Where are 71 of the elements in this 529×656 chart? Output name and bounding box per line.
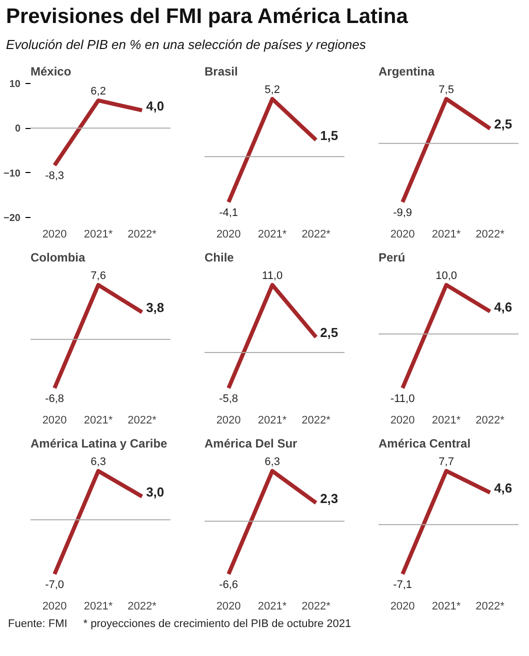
- data-label: -6,8: [45, 392, 64, 405]
- data-label: 7,6: [90, 270, 106, 282]
- x-tick-label: 2020: [390, 600, 415, 612]
- x-tick-label: 2020: [42, 414, 67, 426]
- text: Previsiones del FMI para América Latina: [6, 4, 408, 30]
- data-label: -11,0: [390, 392, 415, 405]
- x-tick-label: 2021*: [432, 228, 462, 240]
- data-label: 2,5: [494, 116, 512, 132]
- x-tick-label: 2022*: [128, 414, 158, 426]
- y-tick-label: −20: [4, 212, 21, 224]
- x-tick-label: 2022*: [476, 600, 506, 612]
- y-tick-label: 10: [9, 78, 21, 90]
- chart-title: México: [30, 64, 72, 78]
- x-tick-label: 2021*: [432, 600, 462, 612]
- x-tick-label: 2022*: [476, 228, 506, 240]
- chart-title: Colombia: [30, 250, 86, 264]
- data-label: -7,0: [45, 578, 64, 591]
- data-label: 5,2: [264, 84, 280, 96]
- chart-title: América Central: [378, 436, 471, 450]
- source-note: Fuente: FMI: [8, 616, 68, 632]
- chart-title: Brasil: [204, 64, 238, 78]
- data-label: -5,8: [219, 392, 238, 405]
- x-tick-label: 2022*: [302, 414, 332, 426]
- x-tick-label: 2020: [390, 414, 415, 426]
- data-label: -7,1: [393, 578, 412, 591]
- y-tick-label: −10: [4, 168, 21, 179]
- x-tick-label: 2022*: [128, 600, 158, 612]
- x-tick-label: 2020: [216, 600, 241, 612]
- x-tick-label: 2022*: [302, 600, 332, 612]
- data-label: 2,3: [320, 490, 338, 506]
- data-label: -6,6: [219, 578, 238, 591]
- data-label: 7,7: [438, 456, 454, 468]
- data-label: 2,5: [320, 324, 338, 340]
- chart-title: Argentina: [378, 64, 435, 78]
- data-label: 4,0: [146, 98, 164, 113]
- text: Evolución del PIB en % en una selección de países y regiones: [6, 36, 366, 54]
- chart-title: Perú: [378, 250, 406, 264]
- x-tick-label: 2020: [390, 228, 415, 240]
- x-tick-label: 2020: [42, 228, 67, 240]
- x-tick-label: 2022*: [302, 228, 332, 240]
- x-tick-label: 2021*: [432, 414, 462, 426]
- data-label: -9,9: [393, 206, 412, 219]
- data-label: 7,5: [438, 84, 454, 96]
- x-tick-label: 2020: [216, 414, 241, 426]
- chart-title: América Del Sur: [204, 436, 298, 450]
- x-tick-label: 2022*: [128, 228, 158, 240]
- chart-title: América Latina y Caribe: [30, 436, 168, 450]
- data-label: 3,8: [146, 300, 164, 315]
- data-label: 11,0: [262, 270, 283, 282]
- data-label: 6,3: [264, 456, 280, 468]
- x-tick-label: 2022*: [476, 414, 506, 426]
- x-tick-label: 2020: [42, 600, 67, 612]
- data-label: 6,2: [90, 85, 106, 98]
- data-label: 3,0: [146, 484, 164, 500]
- x-tick-label: 2021*: [84, 600, 114, 612]
- data-label: -8,3: [45, 170, 64, 182]
- x-tick-label: 2021*: [258, 600, 288, 612]
- data-label: 4,6: [494, 480, 512, 496]
- data-label: 6,3: [90, 456, 106, 468]
- data-label: 10,0: [436, 270, 458, 282]
- data-label: 4,6: [494, 299, 512, 314]
- x-tick-label: 2021*: [258, 414, 288, 426]
- x-tick-label: 2021*: [84, 414, 114, 426]
- x-tick-label: 2020: [216, 228, 241, 240]
- text: * proyecciones de crecimiento del PIB de octubre 2021: [83, 616, 352, 632]
- x-tick-label: 2021*: [84, 228, 114, 240]
- y-tick-label: 0: [14, 123, 21, 134]
- data-label: -4,1: [219, 206, 238, 219]
- data-label: 1,5: [320, 128, 338, 143]
- x-tick-label: 2021*: [258, 228, 288, 240]
- chart-title: Chile: [204, 250, 234, 264]
